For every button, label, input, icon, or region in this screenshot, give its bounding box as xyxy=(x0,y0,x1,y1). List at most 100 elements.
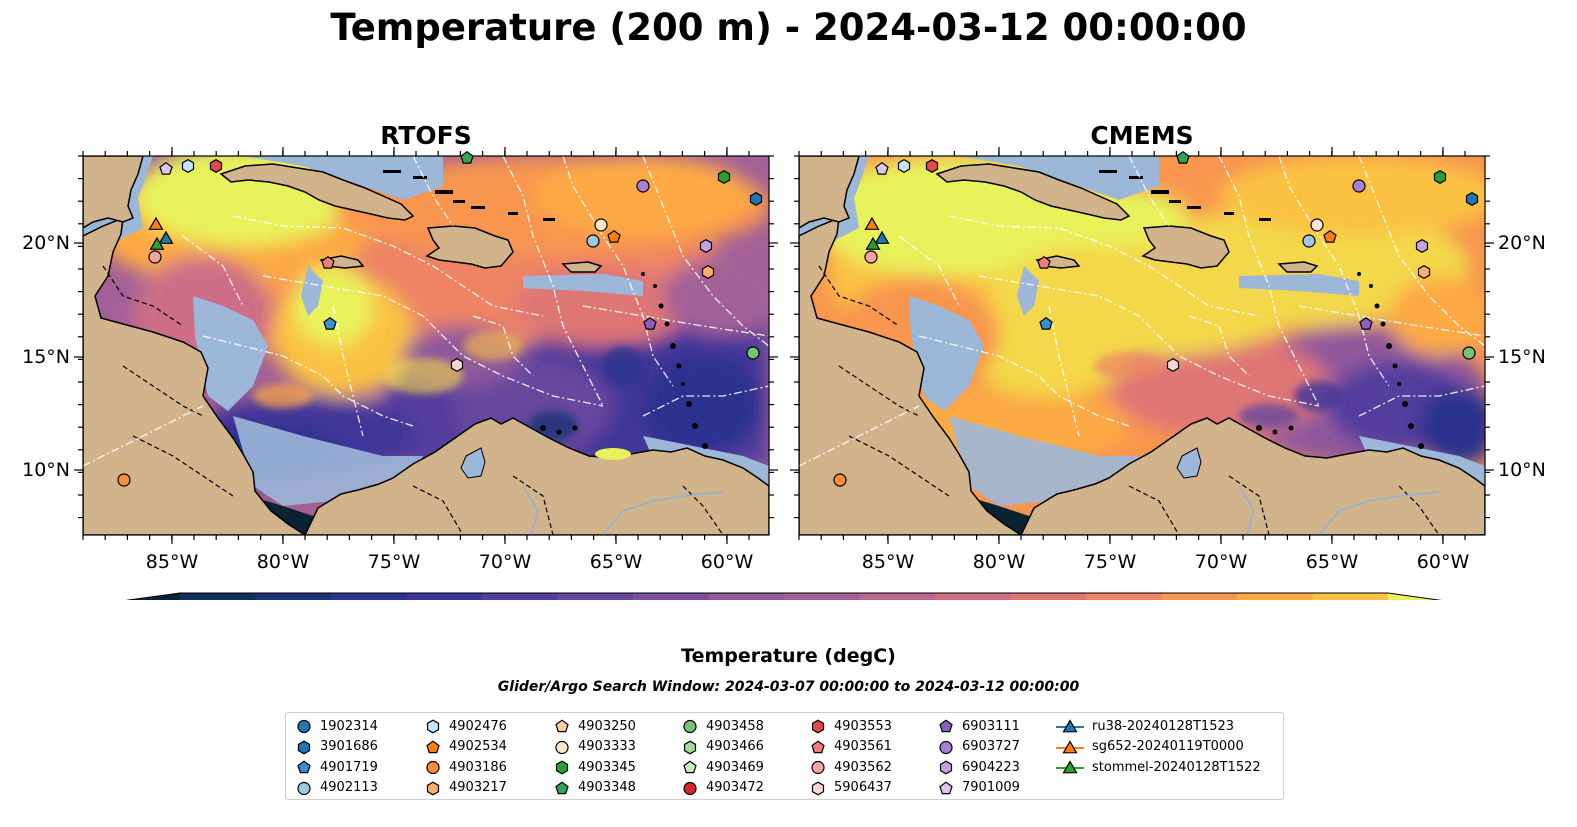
legend-label: 4902113 xyxy=(320,780,378,796)
lon-tick-label: 75°W xyxy=(1084,551,1137,573)
lon-tick-label: 60°W xyxy=(1417,551,1470,573)
legend-marker-hexagon xyxy=(939,760,953,775)
marker-4902113 xyxy=(1302,234,1316,248)
lon-tick-label: 85°W xyxy=(862,551,915,573)
lat-tick-label: 20°N xyxy=(22,232,70,254)
legend-marker-pentagon xyxy=(939,781,953,794)
legend-item: 4902113 xyxy=(296,778,378,799)
marker-4902534 xyxy=(1323,229,1337,243)
legend-item: 4903458 xyxy=(682,716,764,737)
legend-marker-icon xyxy=(939,719,953,733)
marker-4901719 xyxy=(1039,316,1053,330)
legend-marker-icon xyxy=(811,740,825,753)
legend-marker-icon xyxy=(426,781,440,796)
marker-4903561 xyxy=(321,255,335,269)
legend-marker-pentagon xyxy=(555,719,569,733)
legend-marker-icon xyxy=(939,781,953,794)
marker-sg652-20240119T0000 xyxy=(148,216,164,230)
legend-label: 4903217 xyxy=(449,780,507,796)
search-window-text: Glider/Argo Search Window: 2024-03-07 00… xyxy=(497,679,1080,695)
lon-tick-label: 60°W xyxy=(701,551,754,573)
legend-marker-pentagon xyxy=(939,719,953,733)
legend-item: 1902314 xyxy=(296,716,378,737)
legend-marker-icon xyxy=(426,740,440,753)
legend-item: 4902476 xyxy=(425,716,507,737)
legend-marker-icon xyxy=(939,760,953,775)
legend-item: 6904223 xyxy=(938,757,1020,778)
colorbar-bin xyxy=(557,593,634,600)
legend-label: 4903472 xyxy=(706,780,764,796)
legend-label: 4902476 xyxy=(449,718,507,734)
marker-stommel-20240128T1522 xyxy=(865,236,881,250)
legend-marker-hexagon xyxy=(811,719,825,734)
marker-ru38-20240128T1523 xyxy=(874,230,890,244)
marker-4903217 xyxy=(701,265,715,279)
legend-marker-pentagon xyxy=(683,760,697,774)
legend-marker-icon xyxy=(683,720,697,734)
colorbar-bin xyxy=(331,593,408,600)
marker-stommel-20240128T1522 xyxy=(149,236,165,250)
legend-column: 1902314 3901686 4901719 4902113 xyxy=(296,716,378,798)
lon-tick-label: 70°W xyxy=(1195,551,1248,573)
legend-marker-icon xyxy=(1056,760,1084,774)
legend-item: 4903217 xyxy=(425,778,507,799)
panel-title-rtofs: RTOFS xyxy=(380,121,472,150)
legend-marker-icon xyxy=(811,761,825,775)
colorbar-bin xyxy=(708,593,785,600)
colorbar-bin xyxy=(784,593,861,600)
legend-item: 4903348 xyxy=(554,778,636,799)
legend-marker-icon xyxy=(939,740,953,754)
marker-4903561 xyxy=(1037,255,1051,269)
legend-item: 4903561 xyxy=(810,737,892,758)
map-figure: 85°W 80°W 75°W 70°W 65°W 60°W 85°W 80°W … xyxy=(22,147,1546,600)
legend-marker-icon xyxy=(297,720,311,734)
legend-label: 4903250 xyxy=(578,718,636,734)
lat-ticks-right: 20°N 15°N 10°N xyxy=(1498,232,1546,481)
legend-column: ru38-20240128T1523 sg652-20240119T0000 sto… xyxy=(1056,716,1261,778)
cmems-map xyxy=(798,155,1486,536)
legend-marker-circle xyxy=(297,781,311,795)
legend-label: 6903111 xyxy=(962,718,1020,734)
marker-4903562 xyxy=(864,250,878,264)
marker-4901719 xyxy=(323,316,337,330)
marker-6903727 xyxy=(1352,179,1366,193)
colorbar-bin xyxy=(406,593,483,600)
legend-item: stommel-20240128T1522 xyxy=(1056,757,1261,778)
legend-marker-circle xyxy=(811,761,825,775)
legend-label: 4902534 xyxy=(449,739,507,755)
legend-marker-icon xyxy=(811,781,825,796)
legend-marker-icon xyxy=(683,781,697,795)
legend-item: 4903469 xyxy=(682,757,764,778)
legend: 1902314 3901686 4901719 4902113 4902476 4902… xyxy=(285,712,1284,800)
legend-marker-circle xyxy=(683,781,697,795)
legend-marker-circle xyxy=(939,740,953,754)
legend-marker-circle xyxy=(426,761,440,775)
marker-4903553 xyxy=(925,159,939,173)
marker-4903333 xyxy=(594,218,608,232)
marker-6904223 xyxy=(699,239,713,253)
marker-4902534 xyxy=(607,229,621,243)
marker-4902113 xyxy=(586,234,600,248)
lon-ticks-cmems: 85°W 80°W 75°W 70°W 65°W 60°W xyxy=(862,551,1470,573)
lat-tick-label: 10°N xyxy=(1498,459,1546,481)
legend-marker-icon xyxy=(555,781,569,794)
legend-marker-icon xyxy=(297,740,311,755)
legend-label: 4903469 xyxy=(706,759,764,775)
legend-item: sg652-20240119T0000 xyxy=(1056,737,1261,758)
marker-4902476 xyxy=(181,159,195,173)
legend-marker-icon xyxy=(426,719,440,734)
lat-tick-label: 15°N xyxy=(22,346,70,368)
legend-label: 4903333 xyxy=(578,739,636,755)
colorbar xyxy=(125,592,1442,600)
colorbar-bin xyxy=(1312,593,1389,600)
legend-marker-pentagon xyxy=(555,781,569,794)
legend-label: 4903553 xyxy=(834,718,892,734)
legend-marker-circle xyxy=(683,720,697,734)
legend-marker-icon xyxy=(811,719,825,734)
platform-markers xyxy=(117,150,1479,487)
legend-label: 4903561 xyxy=(834,739,892,755)
marker-7901009 xyxy=(875,161,889,175)
legend-marker-hexagon xyxy=(683,740,697,755)
marker-4903553 xyxy=(209,159,223,173)
marker-4903458 xyxy=(746,346,760,360)
